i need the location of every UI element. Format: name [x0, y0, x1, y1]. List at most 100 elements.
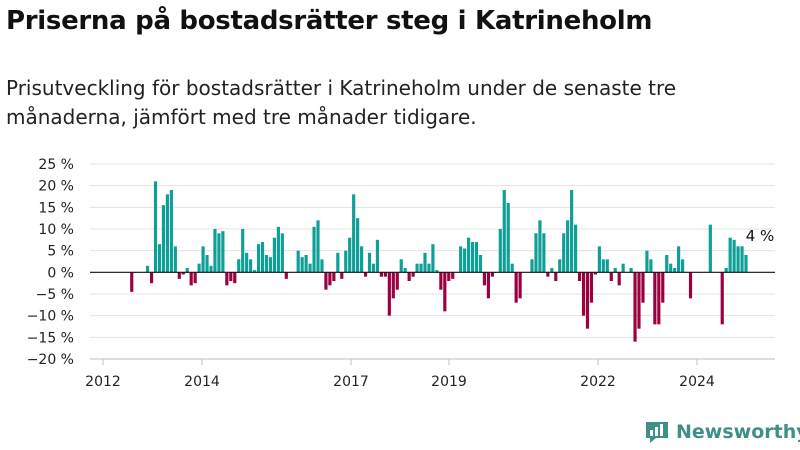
bar: [498, 229, 502, 273]
x-tick-label: 2012: [85, 374, 121, 390]
y-axis-ticks: 25 % 20 % 15 % 10 % 5 % 0 % −5 % −10 % −15 % −20 …: [27, 157, 74, 368]
bar: [272, 237, 276, 273]
newsworthy-logo: Newsworthy: [644, 420, 800, 444]
bar: [249, 259, 253, 273]
bar: [451, 272, 455, 279]
bar: [633, 272, 637, 342]
bar: [395, 272, 399, 290]
bar: [637, 272, 641, 329]
bar: [581, 272, 586, 316]
bar: [546, 272, 550, 277]
y-tick-label: −10 %: [27, 309, 74, 325]
bar: [336, 252, 340, 273]
bar: [197, 263, 201, 273]
bar: [360, 246, 364, 273]
bar: [554, 272, 558, 281]
bar: [173, 246, 177, 273]
bar: [284, 272, 288, 279]
bar: [459, 246, 463, 273]
bar: [570, 190, 574, 273]
bar: [245, 252, 249, 273]
bar: [562, 233, 566, 273]
bar: [352, 194, 356, 273]
bar: [276, 226, 280, 273]
bar: [653, 272, 657, 325]
bar: [391, 272, 395, 299]
bar: [657, 272, 661, 325]
chart-title: Priserna på bostadsrätter steg i Katrine…: [6, 6, 653, 36]
bar: [661, 272, 665, 303]
bar: [320, 259, 324, 273]
bar: [673, 268, 677, 273]
y-tick-label: −5 %: [36, 287, 74, 303]
bar: [375, 239, 380, 273]
bar: [423, 252, 427, 273]
y-tick-label: −15 %: [27, 330, 74, 346]
bar: [213, 229, 217, 273]
x-axis-ticks: 2012 2014 2017 2019 2022 2024: [85, 359, 715, 390]
bar: [316, 220, 320, 273]
bar: [411, 272, 415, 277]
bar: [613, 268, 617, 273]
bar-chart-logo-icon: [644, 420, 670, 444]
x-tick-label: 2024: [679, 374, 715, 390]
last-value-annotation: 4 %: [746, 227, 775, 245]
bar: [157, 244, 162, 273]
bar: [340, 272, 344, 279]
bar: [589, 272, 594, 303]
bar: [621, 263, 625, 273]
bar: [130, 272, 134, 292]
bar: [470, 242, 475, 273]
bar: [379, 272, 383, 277]
bar: [617, 272, 621, 286]
y-tick-label: 0 %: [47, 265, 74, 281]
bar: [510, 263, 514, 273]
bar: [605, 259, 609, 273]
bar: [165, 194, 169, 273]
bar: [399, 259, 403, 273]
bar: [518, 272, 522, 299]
bar: [669, 263, 673, 273]
brand-name: Newsworthy: [676, 421, 800, 443]
bar: [431, 244, 435, 273]
bar: [415, 263, 419, 273]
bar: [728, 237, 732, 273]
bar: [530, 259, 534, 273]
bar: [209, 265, 213, 273]
bar: [486, 272, 490, 299]
bar: [427, 263, 431, 273]
bar: [328, 272, 332, 286]
bar: [550, 268, 554, 273]
bar: [332, 272, 336, 281]
bar: [681, 259, 685, 273]
bar: [558, 259, 562, 273]
bar: [221, 231, 225, 273]
bar: [324, 272, 328, 290]
bar: [153, 181, 158, 273]
bar: [593, 272, 597, 275]
bar: [205, 255, 209, 273]
bar: [312, 226, 316, 273]
bar: [149, 272, 154, 284]
bar: [201, 246, 205, 273]
bar: [577, 272, 582, 281]
bar: [383, 272, 387, 277]
bar: [419, 263, 423, 273]
bar: [237, 259, 241, 273]
bar: [720, 272, 724, 325]
bar: [708, 224, 712, 273]
bar: [260, 242, 265, 273]
bar: [371, 263, 376, 273]
y-tick-label: 5 %: [47, 244, 74, 260]
bar: [736, 246, 740, 273]
y-tick-label: 20 %: [38, 179, 74, 195]
bar: [597, 246, 601, 273]
bar: [217, 233, 221, 273]
bars: [130, 181, 748, 342]
bar: [439, 272, 443, 290]
bar: [463, 248, 467, 273]
bar: [241, 229, 245, 273]
bar: [348, 237, 352, 273]
bar: [169, 190, 173, 273]
